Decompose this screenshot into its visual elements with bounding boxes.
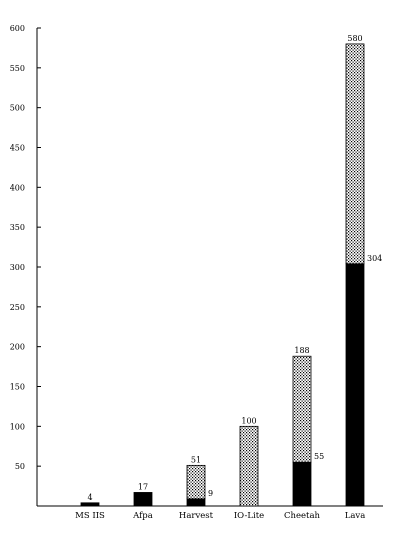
- y-tick-label-400: 400: [10, 183, 25, 192]
- bar-hatched-io-lite: [239, 425, 259, 507]
- bars: [80, 43, 365, 507]
- data-label-top-cheetah: 188: [294, 346, 309, 355]
- category-label-lava: Lava: [345, 511, 366, 521]
- category-label-harvest: Harvest: [179, 511, 214, 521]
- y-tick-label-250: 250: [10, 303, 25, 312]
- data-label-top-io-lite: 100: [241, 416, 256, 425]
- y-tick-label-200: 200: [10, 343, 25, 352]
- bar-solid-lava: [345, 263, 365, 507]
- category-label-afpa: Afpa: [132, 511, 153, 521]
- bar-hatched-lava: [345, 43, 365, 265]
- category-label-io-lite: IO-Lite: [234, 511, 264, 521]
- y-tick-label-450: 450: [10, 144, 25, 153]
- y-tick-label-150: 150: [10, 383, 25, 392]
- bar-hatched-harvest: [186, 464, 206, 500]
- bar-solid-afpa: [133, 492, 153, 507]
- bar-solid-ms-iis: [80, 502, 100, 507]
- y-tick-label-100: 100: [10, 422, 25, 431]
- data-label-top-ms-iis: 4: [87, 493, 92, 502]
- y-tick-label-50: 50: [15, 462, 25, 471]
- category-label-cheetah: Cheetah: [284, 511, 321, 521]
- y-tick-label-300: 300: [10, 263, 25, 272]
- data-label-top-afpa: 17: [138, 482, 148, 491]
- category-label-ms-iis: MS IIS: [75, 511, 105, 521]
- y-tick-label-600: 600: [10, 24, 25, 33]
- bar-hatched-cheetah: [292, 355, 312, 463]
- bar-solid-cheetah: [292, 461, 312, 507]
- data-label-top-lava: 580: [347, 34, 362, 43]
- data-label-side-lava: 304: [367, 254, 382, 263]
- labels: MS IIS Afpa Harvest IO-Lite Cheetah Lava 4 17 51…: [75, 34, 382, 521]
- bar-solid-harvest: [186, 498, 206, 507]
- axes: 50 100 150 200 250 300 350 400 450 500 550 600: [10, 24, 383, 507]
- y-tick-label-350: 350: [10, 223, 25, 232]
- y-tick-label-500: 500: [10, 104, 25, 113]
- data-label-side-harvest: 9: [208, 489, 213, 498]
- data-label-top-harvest: 51: [191, 455, 201, 464]
- data-label-side-cheetah: 55: [314, 452, 324, 461]
- y-tick-label-550: 550: [10, 64, 25, 73]
